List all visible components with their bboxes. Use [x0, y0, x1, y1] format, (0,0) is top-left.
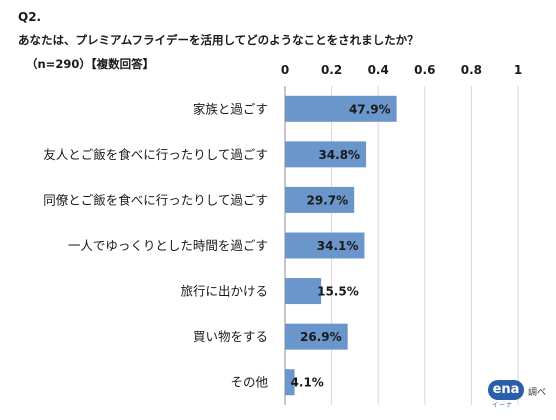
- x-tick-label: 0.6: [414, 63, 435, 77]
- x-tick-label: 0: [281, 63, 289, 77]
- ena-logo: ena イーナ 調べ: [488, 380, 548, 410]
- category-label: 同僚とご飯を食べに行ったりして過ごす: [43, 192, 268, 207]
- ena-logo-subtext: イーナ: [492, 402, 514, 409]
- bar: [285, 141, 367, 168]
- question-text: あなたは、プレミアムフライデーを活用してどのようなことをされましたか？: [18, 33, 419, 47]
- data-label: 26.9%: [300, 330, 342, 344]
- bar: [285, 278, 322, 305]
- x-tick-label: 1: [514, 63, 522, 77]
- data-label: 34.8%: [318, 148, 360, 162]
- category-label: 買い物をする: [193, 329, 268, 344]
- x-tick-label: 0.8: [461, 63, 482, 77]
- x-tick-label: 0.4: [368, 63, 389, 77]
- bar: [285, 95, 397, 122]
- bar: [285, 232, 365, 259]
- data-label: 15.5%: [317, 285, 359, 299]
- ena-logo-badge: ena: [488, 380, 524, 400]
- question-number: Q2.: [18, 10, 42, 24]
- data-label: 34.1%: [317, 239, 359, 253]
- data-label: 29.7%: [307, 193, 349, 207]
- data-label: 4.1%: [291, 376, 324, 390]
- category-label: その他: [230, 375, 268, 390]
- data-label: 47.9%: [349, 102, 391, 116]
- x-tick-label: 0.2: [321, 63, 342, 77]
- category-label: 旅行に出かける: [180, 284, 268, 299]
- category-label: 友人とご飯を食べに行ったりして過ごす: [43, 147, 268, 162]
- category-label: 一人でゆっくりとした時間を過ごす: [68, 238, 268, 253]
- bar: [285, 186, 355, 213]
- bar: [285, 323, 348, 350]
- survey-source-note: 調べ: [528, 388, 547, 398]
- category-label: 家族と過ごす: [193, 101, 268, 116]
- sample-note: （n=290）【複数回答】: [26, 57, 155, 71]
- bar: [285, 369, 295, 396]
